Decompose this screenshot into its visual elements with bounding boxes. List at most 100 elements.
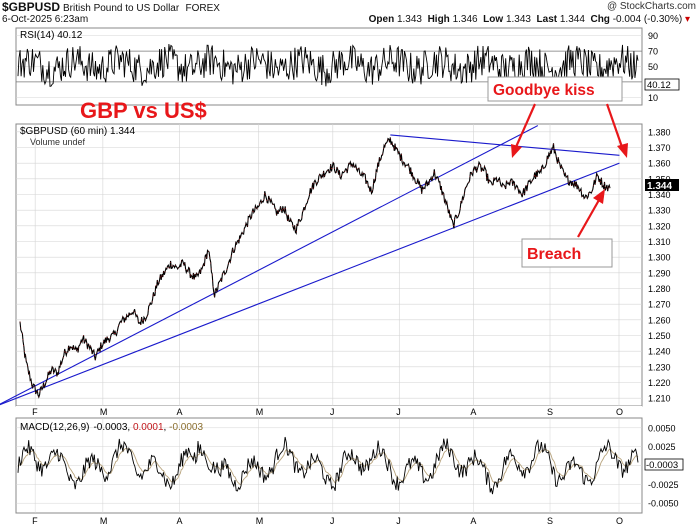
quote-line: Open 1.343 High 1.346 Low 1.343 Last 1.3… xyxy=(369,14,690,25)
low-label: Low xyxy=(483,14,504,25)
low-value: 1.343 xyxy=(505,14,531,25)
rsi-tick-label: 50 xyxy=(648,62,658,72)
month-tick-label-bottom: F xyxy=(32,516,38,526)
month-axis-bg xyxy=(16,406,642,417)
arrow-breach xyxy=(577,189,605,238)
chg-value: -0.004 (-0.30%) xyxy=(612,14,683,25)
rsi-last-box xyxy=(644,78,680,91)
macd-last-box xyxy=(644,458,684,471)
volume-label: Volume undef xyxy=(30,137,86,147)
macd-tick-label: -0.0050 xyxy=(648,499,679,509)
price-tick-label: 1.270 xyxy=(648,300,671,310)
month-tick-label: M xyxy=(256,407,263,417)
rsi-legend: RSI(14) 40.12 xyxy=(20,30,83,41)
macd-legend: MACD(12,26,9) -0.0003, 0.0001, -0.0003 xyxy=(20,422,203,433)
last-label: Last xyxy=(536,14,558,25)
exchange: FOREX xyxy=(185,3,220,14)
month-tick-label-bottom: S xyxy=(547,516,553,526)
price-tick-label: 1.330 xyxy=(648,206,671,216)
month-tick-label-bottom: J xyxy=(330,516,335,526)
goodbye-box xyxy=(487,76,623,102)
month-tick-label: F xyxy=(32,407,38,417)
macd-tick-label: 0.0050 xyxy=(648,423,676,433)
month-tick-label: M xyxy=(100,407,108,417)
macd-tick-label: 0.0025 xyxy=(648,442,676,452)
month-tick-label-bottom: M xyxy=(100,516,108,526)
macd-legend-v2: 0.0001 xyxy=(133,422,164,433)
month-tick-label: A xyxy=(177,407,183,417)
high-label: High xyxy=(427,14,450,25)
price-tick-label: 1.300 xyxy=(648,253,671,263)
price-tick-label: 1.310 xyxy=(648,237,671,247)
price-tick-label: 1.220 xyxy=(648,378,671,388)
trendlines xyxy=(0,125,620,406)
rsi-line xyxy=(17,43,639,87)
macd-grid xyxy=(16,418,642,513)
rsi-last-value: 40.12 xyxy=(647,80,671,91)
price-tick-label: 1.210 xyxy=(648,394,671,404)
price-tick-label: 1.280 xyxy=(648,284,671,294)
price-last-value: 1.344 xyxy=(647,181,672,192)
breach-box xyxy=(521,238,613,268)
trendline xyxy=(0,162,620,406)
symbol-title: $GBPUSD British Pound to US Dollar FOREX xyxy=(2,0,220,14)
copyright: @ StockCharts.com xyxy=(606,1,696,12)
rsi-tick-label: 90 xyxy=(648,31,658,41)
month-tick-label-bottom: O xyxy=(616,516,623,526)
macd-legend-v1: -0.0003 xyxy=(93,422,127,433)
macd-line xyxy=(17,436,639,495)
macd-legend-v3: -0.0003 xyxy=(169,422,203,433)
chart-header: $GBPUSD British Pound to US Dollar FOREX … xyxy=(0,0,700,28)
price-tick-label: 1.360 xyxy=(648,159,671,169)
price-series xyxy=(19,137,611,399)
month-tick-label: O xyxy=(616,407,623,417)
month-tick-label-bottom: M xyxy=(256,516,263,526)
price-last-box xyxy=(645,179,679,191)
rsi-tick-label: 10 xyxy=(648,93,658,103)
title-annotation: GBP vs US$ xyxy=(80,98,207,123)
macd-last-value: -0.0003 xyxy=(646,460,678,471)
trendline xyxy=(390,134,620,156)
price-tick-label: 1.240 xyxy=(648,347,671,357)
arrow-goodbye-left xyxy=(511,103,537,158)
macd-signal-line xyxy=(17,447,639,486)
symbol: $GBPUSD xyxy=(2,0,61,14)
price-tick-label: 1.230 xyxy=(648,362,671,372)
open-label: Open xyxy=(368,14,395,25)
symbol-name: British Pound to US Dollar xyxy=(63,3,180,14)
price-legend: $GBPUSD (60 min) 1.344 xyxy=(20,126,135,137)
chart-date: 6-Oct-2025 6:23am xyxy=(2,14,89,25)
month-tick-label: A xyxy=(470,407,476,417)
macd-tick-label: -0.0025 xyxy=(648,480,679,490)
open-value: 1.343 xyxy=(396,14,422,25)
price-tick-label: 1.340 xyxy=(648,190,671,200)
goodbye-annotation: Goodbye kiss xyxy=(493,82,595,99)
month-tick-label: J xyxy=(396,407,401,417)
chg-label: Chg xyxy=(590,14,610,25)
price-tick-label: 1.260 xyxy=(648,315,671,325)
month-tick-label: S xyxy=(547,407,553,417)
price-tick-label: 1.290 xyxy=(648,268,671,278)
price-tick-label: 1.250 xyxy=(648,331,671,341)
price-tick-label: 1.380 xyxy=(648,127,671,137)
high-value: 1.346 xyxy=(452,14,478,25)
last-value: 1.344 xyxy=(559,14,585,25)
trendline xyxy=(0,125,539,405)
down-triangle-icon: ▾ xyxy=(684,14,690,25)
macd-legend-prefix: MACD(12,26,9) xyxy=(20,422,89,433)
price-tick-label: 1.320 xyxy=(648,221,671,231)
month-tick-label-bottom: A xyxy=(470,516,476,526)
month-tick-label-bottom: A xyxy=(177,516,183,526)
month-tick-label-bottom: J xyxy=(396,516,401,526)
month-tick-label: J xyxy=(330,407,335,417)
rsi-ticks: 9070503010 xyxy=(648,31,658,103)
price-ticks: 1.3801.3701.3601.3501.3401.3301.3201.310… xyxy=(648,127,671,403)
price-tick-label: 1.370 xyxy=(648,143,671,153)
arrow-goodbye-right xyxy=(605,103,628,158)
breach-annotation: Breach xyxy=(527,246,581,263)
price-panel: 1.3801.3701.3601.3501.3401.3301.3201.310… xyxy=(0,76,679,407)
